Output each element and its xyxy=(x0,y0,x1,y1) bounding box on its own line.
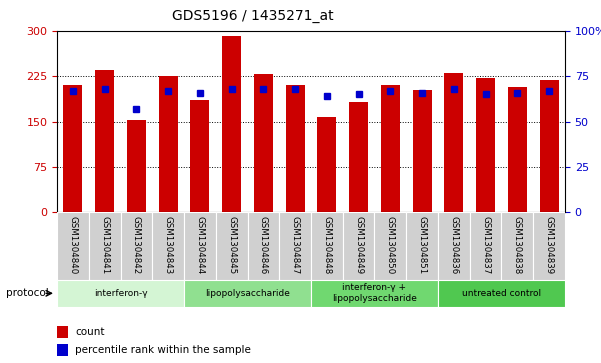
Text: count: count xyxy=(75,327,105,337)
Bar xyxy=(406,212,438,280)
Bar xyxy=(501,212,533,280)
Bar xyxy=(222,36,241,212)
Text: GDS5196 / 1435271_at: GDS5196 / 1435271_at xyxy=(172,9,333,23)
Text: protocol: protocol xyxy=(6,288,49,298)
Bar xyxy=(508,87,527,212)
Bar xyxy=(191,101,209,212)
Bar xyxy=(64,85,82,212)
Text: GSM1304836: GSM1304836 xyxy=(450,216,459,274)
Bar xyxy=(95,70,114,212)
Bar xyxy=(374,212,406,280)
Bar xyxy=(438,212,470,280)
Text: GSM1304847: GSM1304847 xyxy=(291,216,300,274)
Bar xyxy=(476,78,495,212)
Bar xyxy=(152,212,184,280)
Bar xyxy=(444,73,463,212)
Text: GSM1304845: GSM1304845 xyxy=(227,216,236,274)
Text: GSM1304842: GSM1304842 xyxy=(132,216,141,274)
Text: GSM1304848: GSM1304848 xyxy=(322,216,331,274)
Bar xyxy=(317,117,337,212)
Bar xyxy=(349,102,368,212)
Bar xyxy=(57,212,89,280)
Bar xyxy=(159,76,178,212)
Bar xyxy=(184,280,311,307)
Text: percentile rank within the sample: percentile rank within the sample xyxy=(75,345,251,355)
Text: GSM1304840: GSM1304840 xyxy=(69,216,78,274)
Text: GSM1304850: GSM1304850 xyxy=(386,216,395,274)
Bar xyxy=(285,85,305,212)
Text: GSM1304849: GSM1304849 xyxy=(354,216,363,274)
Bar xyxy=(412,90,432,212)
Bar xyxy=(470,212,501,280)
Text: interferon-γ: interferon-γ xyxy=(94,289,147,298)
Bar xyxy=(248,212,279,280)
Text: GSM1304843: GSM1304843 xyxy=(163,216,172,274)
Bar xyxy=(57,280,184,307)
Text: lipopolysaccharide: lipopolysaccharide xyxy=(205,289,290,298)
Bar xyxy=(89,212,121,280)
Bar xyxy=(533,212,565,280)
Text: GSM1304837: GSM1304837 xyxy=(481,216,490,274)
Bar xyxy=(311,280,438,307)
Bar xyxy=(311,212,343,280)
Text: GSM1304851: GSM1304851 xyxy=(418,216,427,274)
Bar xyxy=(540,81,558,212)
Text: GSM1304839: GSM1304839 xyxy=(545,216,554,274)
Text: untreated control: untreated control xyxy=(462,289,541,298)
Text: GSM1304844: GSM1304844 xyxy=(195,216,204,274)
Bar xyxy=(381,85,400,212)
Text: interferon-γ +
lipopolysaccharide: interferon-γ + lipopolysaccharide xyxy=(332,284,417,303)
Bar xyxy=(254,74,273,212)
Bar xyxy=(438,280,565,307)
Text: GSM1304846: GSM1304846 xyxy=(259,216,268,274)
Bar xyxy=(216,212,248,280)
Bar xyxy=(121,212,152,280)
Text: GSM1304841: GSM1304841 xyxy=(100,216,109,274)
Bar xyxy=(127,121,146,212)
Bar xyxy=(279,212,311,280)
Bar xyxy=(343,212,374,280)
Text: GSM1304838: GSM1304838 xyxy=(513,216,522,274)
Bar xyxy=(57,344,69,356)
Bar xyxy=(57,326,69,338)
Bar xyxy=(184,212,216,280)
